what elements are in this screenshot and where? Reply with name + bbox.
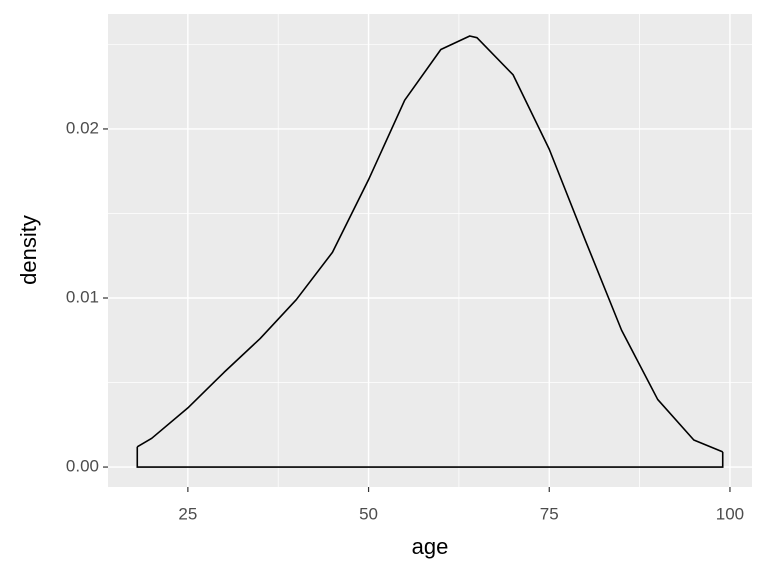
y-tick-label: 0.01 [66, 287, 99, 306]
panel [108, 14, 752, 487]
x-tick-label: 100 [716, 504, 744, 523]
x-axis-title: age [412, 534, 449, 559]
x-tick-label: 50 [359, 504, 378, 523]
density-curve [136, 35, 724, 453]
x-tick-label: 25 [178, 504, 197, 523]
y-axis-title: density [16, 215, 41, 285]
y-tick-label: 0.00 [66, 457, 99, 476]
density-outline [136, 446, 724, 468]
y-tick-label: 0.02 [66, 118, 99, 137]
x-tick-label: 75 [540, 504, 559, 523]
